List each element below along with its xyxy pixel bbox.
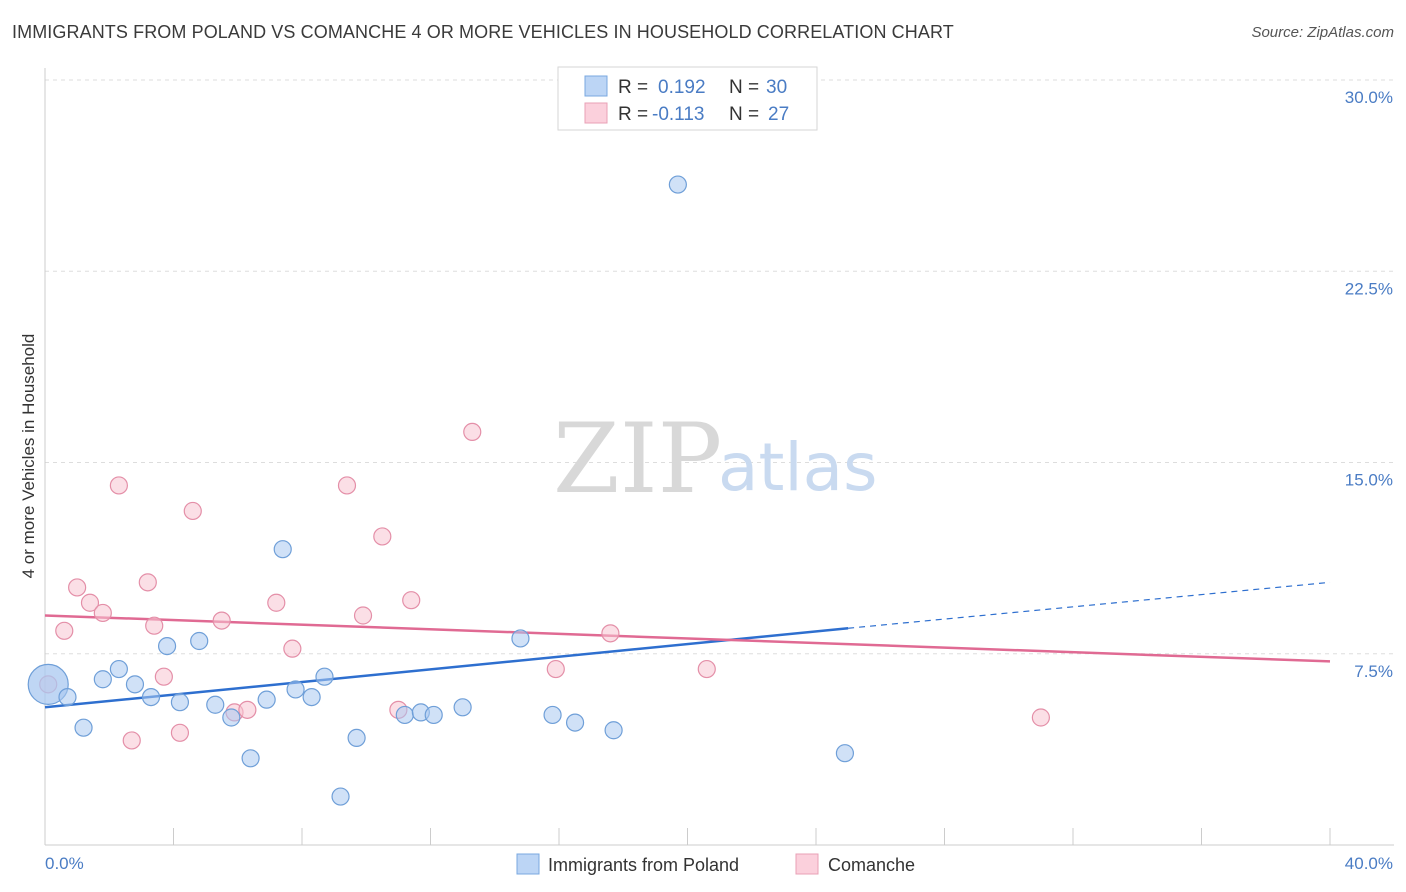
point-poland xyxy=(453,698,472,717)
axes-layer xyxy=(44,68,1394,846)
point-poland xyxy=(74,718,93,737)
point-comanche xyxy=(1031,708,1050,727)
bottom-legend-swatch-comanche xyxy=(795,853,819,875)
point-poland xyxy=(424,705,443,725)
point-poland xyxy=(273,540,292,559)
grid-layer xyxy=(45,79,1394,655)
point-comanche xyxy=(122,731,141,750)
legend-n-value-comanche: 27 xyxy=(768,104,789,125)
legend-n-value-poland: 30 xyxy=(766,77,787,98)
point-poland xyxy=(157,636,177,656)
point-comanche xyxy=(337,476,357,495)
point-comanche xyxy=(55,621,74,640)
y-tick-label: 15.0% xyxy=(1345,471,1393,490)
x-tick-label: 40.0% xyxy=(1345,854,1393,873)
top-legend: R = 0.192 N = 30 R = -0.113 N = 27 xyxy=(557,66,818,131)
point-poland xyxy=(257,690,276,709)
point-poland xyxy=(604,721,623,740)
point-comanche xyxy=(353,606,373,625)
legend-r-label-comanche: R = xyxy=(618,104,648,125)
y-tick-labels: 7.5% 15.0% 22.5% 30.0% xyxy=(1345,88,1393,681)
point-comanche xyxy=(697,659,716,679)
legend-swatch-poland xyxy=(584,75,608,97)
point-poland xyxy=(565,713,585,732)
legend-r-value-comanche: -0.113 xyxy=(652,104,704,125)
point-comanche xyxy=(267,593,286,612)
trend-line-comanche xyxy=(44,614,1331,663)
watermark: ZIP atlas xyxy=(553,403,878,515)
point-poland xyxy=(206,695,225,714)
legend-n-label-poland: N = xyxy=(729,77,759,98)
trend-lines xyxy=(44,581,1331,709)
point-comanche xyxy=(283,639,302,658)
point-poland xyxy=(190,631,209,651)
point-poland xyxy=(93,670,112,689)
chart-title: IMMIGRANTS FROM POLAND VS COMANCHE 4 OR … xyxy=(12,22,954,42)
watermark-zip: ZIP xyxy=(553,403,722,515)
point-comanche xyxy=(546,659,565,679)
bottom-legend: Immigrants from Poland Comanche xyxy=(516,853,915,875)
point-poland xyxy=(835,744,855,763)
point-poland xyxy=(331,787,350,806)
y-tick-label: 22.5% xyxy=(1345,279,1393,298)
point-comanche xyxy=(80,593,100,612)
legend-swatch-comanche xyxy=(584,102,608,124)
x-tick-labels: 0.0% 40.0% xyxy=(45,854,1393,873)
point-poland xyxy=(222,708,241,727)
point-poland xyxy=(395,705,414,725)
point-poland xyxy=(27,663,69,705)
trend-line-poland-extension xyxy=(848,581,1331,629)
y-tick-label: 7.5% xyxy=(1354,662,1393,681)
bottom-legend-swatch-poland xyxy=(516,853,540,875)
point-comanche xyxy=(68,578,87,597)
y-axis-title: 4 or more Vehicles in Household xyxy=(19,334,38,579)
point-comanche xyxy=(601,624,620,643)
point-poland xyxy=(302,687,321,707)
point-poland xyxy=(170,693,190,712)
point-poland xyxy=(668,175,687,194)
point-comanche xyxy=(93,603,112,623)
legend-r-label-poland: R = xyxy=(618,77,648,98)
point-poland xyxy=(241,749,260,768)
point-comanche xyxy=(238,700,257,719)
point-poland xyxy=(286,680,305,699)
point-poland xyxy=(543,705,562,725)
legend-r-value-poland: 0.192 xyxy=(658,77,706,98)
point-comanche xyxy=(373,527,392,546)
data-points xyxy=(27,175,1050,806)
legend-n-label-comanche: N = xyxy=(729,104,759,125)
point-comanche xyxy=(463,422,482,441)
point-poland xyxy=(315,667,334,686)
bottom-legend-label-poland: Immigrants from Poland xyxy=(548,855,739,875)
point-poland xyxy=(511,629,530,648)
y-tick-label: 30.0% xyxy=(1345,88,1393,107)
point-comanche xyxy=(212,611,231,630)
point-poland xyxy=(125,675,145,694)
watermark-atlas: atlas xyxy=(718,429,878,506)
point-comanche xyxy=(138,573,157,592)
point-comanche xyxy=(154,667,173,686)
point-poland xyxy=(109,659,128,679)
bottom-legend-label-comanche: Comanche xyxy=(828,855,915,875)
point-comanche xyxy=(402,591,421,610)
point-poland xyxy=(141,687,161,707)
point-poland xyxy=(347,728,366,748)
point-comanche xyxy=(170,723,190,742)
point-comanche xyxy=(183,501,202,521)
point-comanche xyxy=(109,476,128,495)
point-comanche xyxy=(145,616,164,635)
x-tick-label: 0.0% xyxy=(45,854,84,873)
chart-source: Source: ZipAtlas.com xyxy=(1251,24,1394,41)
point-poland xyxy=(58,687,77,707)
